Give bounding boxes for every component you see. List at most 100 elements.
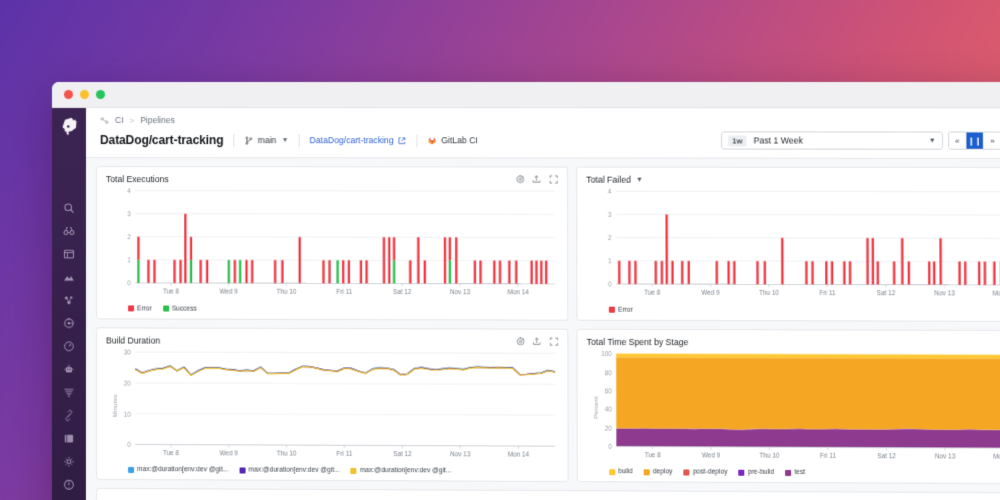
sidebar-item-watchdog[interactable] [56,219,82,242]
legend-item[interactable]: pre-build [738,469,774,476]
legend-item[interactable]: deploy [643,469,673,476]
sidebar-item-ci-visibility[interactable] [56,357,82,380]
chart-build-duration: Minutes 0 10 20 30 Tue 8 Wed 9 Thu 10 Fri 11 Sat… [106,347,559,466]
svg-text:0: 0 [608,444,612,451]
branch-selector[interactable]: main ▼ [245,135,289,145]
svg-text:1: 1 [608,258,612,265]
legend-item[interactable]: max:@duration[env:dev @git... [350,467,452,475]
fullscreen-icon[interactable] [549,337,559,347]
sidebar-item-security[interactable] [56,473,82,496]
repo-link[interactable]: DataDog/cart-tracking [310,135,407,145]
svg-text:2: 2 [127,234,131,241]
legend-label: Success [171,305,197,313]
export-icon[interactable] [532,175,542,185]
chevron-down-icon[interactable]: ▼ [635,176,643,184]
bar-chart-svg: 0 1 2 3 4 Tue 8 Wed 9 Thu 10 Fri 11 Sat 12 Nov 13 M… [127,188,558,297]
sidebar-item-dashboards[interactable] [56,242,82,265]
legend-item[interactable]: test [785,469,806,477]
legend-label: Error [617,306,633,314]
legend-item[interactable]: Error [608,306,633,314]
legend-label: max:@duration[env:dev @git... [359,467,452,475]
svg-text:Thu 10: Thu 10 [759,453,779,460]
legend-swatch [128,305,135,312]
svg-text:Thu 10: Thu 10 [277,451,297,458]
svg-text:Fri 11: Fri 11 [337,451,353,458]
branch-label: main [257,135,277,146]
sidebar-item-settings[interactable] [56,496,82,500]
sidebar-item-search[interactable] [56,196,82,219]
panel-title: Total Failed [586,174,631,185]
target-icon[interactable] [515,175,525,185]
integrations-icon [65,408,73,420]
line-chart-svg: 0 10 20 30 Tue 8 Wed 9 Thu 10 Fri 11 Sat 12 Nov 1… [124,349,559,459]
export-icon[interactable] [532,337,542,347]
svg-text:100: 100 [601,351,612,358]
svg-text:Fri 11: Fri 11 [820,453,836,460]
sidebar-item-integrations[interactable] [56,403,82,426]
legend-item[interactable]: Error [128,305,152,312]
svg-text:Nov 13: Nov 13 [450,451,471,458]
svg-text:0: 0 [127,442,131,449]
dashboards-icon [63,249,74,258]
sidebar-item-apm[interactable] [56,288,82,311]
time-range-selector[interactable]: 1w Past 1 Week ▼ [721,131,944,150]
legend-item[interactable]: Success [162,305,197,313]
sidebar-item-synthetics[interactable] [56,311,82,334]
breadcrumb-root[interactable]: CI [115,115,124,126]
sidebar-item-logs[interactable] [56,380,82,403]
svg-text:Thu 10: Thu 10 [277,289,297,296]
panel-time-by-stage: Total Time Spent by Stage Percent 0 20 40 6… [576,328,1000,485]
legend-item[interactable]: build [609,469,632,476]
sidebar-item-performance[interactable] [56,334,82,357]
legend-swatch [162,305,169,312]
step-back-button[interactable]: « [949,132,967,149]
legend-item[interactable]: max:@duration[env:dev @git... [239,467,340,474]
svg-text:Wed 9: Wed 9 [702,452,721,459]
sidebar-item-notebooks[interactable] [56,427,82,450]
panel-title: Total Time Spent by Stage [586,336,689,347]
svg-text:Wed 9: Wed 9 [220,450,239,457]
infrastructure-icon [64,275,74,280]
panel-title: Build Duration [105,335,161,346]
svg-text:Mon 14: Mon 14 [993,454,1000,461]
window-minimize-button[interactable] [79,90,90,100]
legend-item[interactable]: max:@duration[env:dev @git... [128,466,229,474]
time-range-label: Past 1 Week [753,135,803,146]
chart-legend: max:@duration[env:dev @git... max:@durati… [106,466,559,475]
time-toolbar: 1w Past 1 Week ▼ « ❙❙ » [721,131,1000,150]
breadcrumb-current[interactable]: Pipelines [140,115,175,126]
ci-provider: GitLab CI [428,135,478,145]
y-axis-label: Minutes [113,394,120,418]
synthetics-icon [64,317,74,328]
dashboard-grid: Total Executions 0 1 2 3 4 Tue 8 Wed 9 Thu 10 Fr… [86,158,1000,485]
window-maximize-button[interactable] [96,90,106,100]
legend-swatch [609,469,616,476]
svg-text:4: 4 [127,188,131,195]
sidebar-item-monitors[interactable] [56,450,82,473]
playback-controls: « ❙❙ » [948,131,1000,150]
ci-visibility-icon [64,363,74,372]
target-icon[interactable] [515,337,525,347]
svg-text:Sat 12: Sat 12 [393,289,412,296]
fullscreen-icon[interactable] [548,175,558,185]
legend-label: max:@duration[env:dev @git... [137,466,229,474]
legend-item[interactable]: post-deploy [683,468,728,477]
legend-label: test [794,469,806,477]
chart-time-by-stage: Percent 0 20 40 60 80 100 Tue 8 Wed 9 Thu 10 Fri … [587,349,1000,469]
svg-text:Tue 8: Tue 8 [163,289,179,296]
logs-icon [64,387,74,396]
window-close-button[interactable] [63,90,73,100]
svg-text:3: 3 [127,211,131,218]
step-forward-button[interactable]: » [983,132,1000,149]
time-range-badge: 1w [728,134,747,147]
svg-text:Tue 8: Tue 8 [645,452,662,459]
pause-button[interactable]: ❙❙ [966,132,984,149]
page-title: DataDog/cart-tracking [100,133,224,148]
sidebar-item-infrastructure[interactable] [56,265,82,288]
legend-label: post-deploy [692,468,728,477]
legend-swatch [643,469,650,476]
svg-text:Tue 8: Tue 8 [163,450,179,457]
datadog-logo[interactable] [58,116,80,138]
legend-swatch [785,469,792,476]
divider [233,133,235,147]
